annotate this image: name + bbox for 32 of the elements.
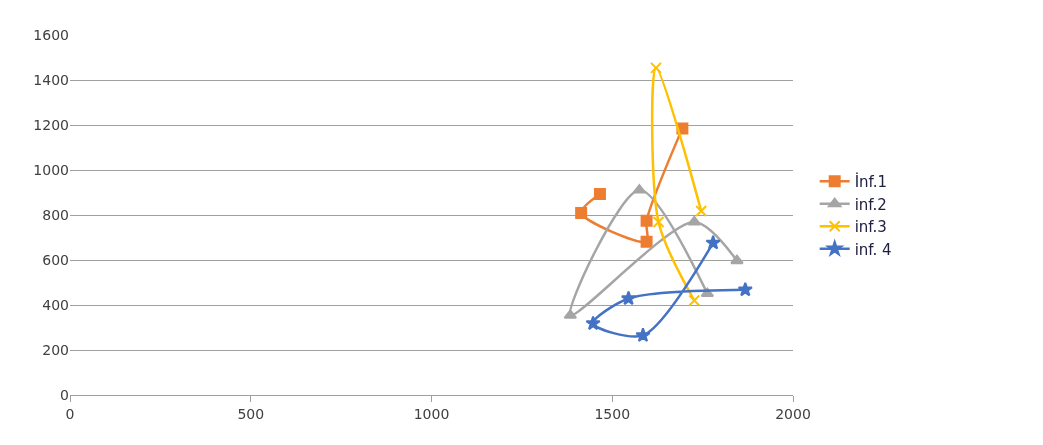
point: [640, 235, 653, 248]
y-tick-label: 1400: [33, 71, 69, 88]
point: [730, 254, 744, 265]
x-tick-label: 500: [237, 405, 265, 422]
point: [575, 206, 588, 219]
point: [695, 204, 708, 217]
y-tick-label: 600: [42, 251, 69, 268]
point: [649, 61, 662, 74]
point: [585, 315, 601, 331]
legend-label: inf.2: [854, 195, 887, 214]
y-tick-label: 1000: [33, 161, 69, 178]
x-tick-label: 1000: [413, 405, 450, 422]
legend-label: inf. 4: [854, 240, 892, 259]
y-tick-label: 800: [42, 206, 69, 223]
point: [635, 327, 651, 343]
point: [640, 214, 653, 227]
point: [620, 290, 637, 306]
point: [688, 294, 701, 307]
point: [705, 234, 721, 250]
legend-label: İnf.1: [854, 172, 888, 192]
point: [593, 188, 606, 201]
y-tick-label: 400: [42, 296, 69, 313]
y-tick-label: 1600: [33, 26, 69, 43]
legend-label: inf.3: [854, 218, 887, 237]
point: [737, 281, 753, 297]
x-tick-label: 2000: [775, 405, 811, 422]
point: [652, 215, 665, 228]
point: [687, 215, 702, 226]
y-tick-label: 1200: [33, 116, 69, 133]
y-tick-label: 0: [60, 386, 69, 403]
y-tick-label: 200: [42, 341, 69, 358]
x-tick-label: 1500: [594, 405, 631, 422]
